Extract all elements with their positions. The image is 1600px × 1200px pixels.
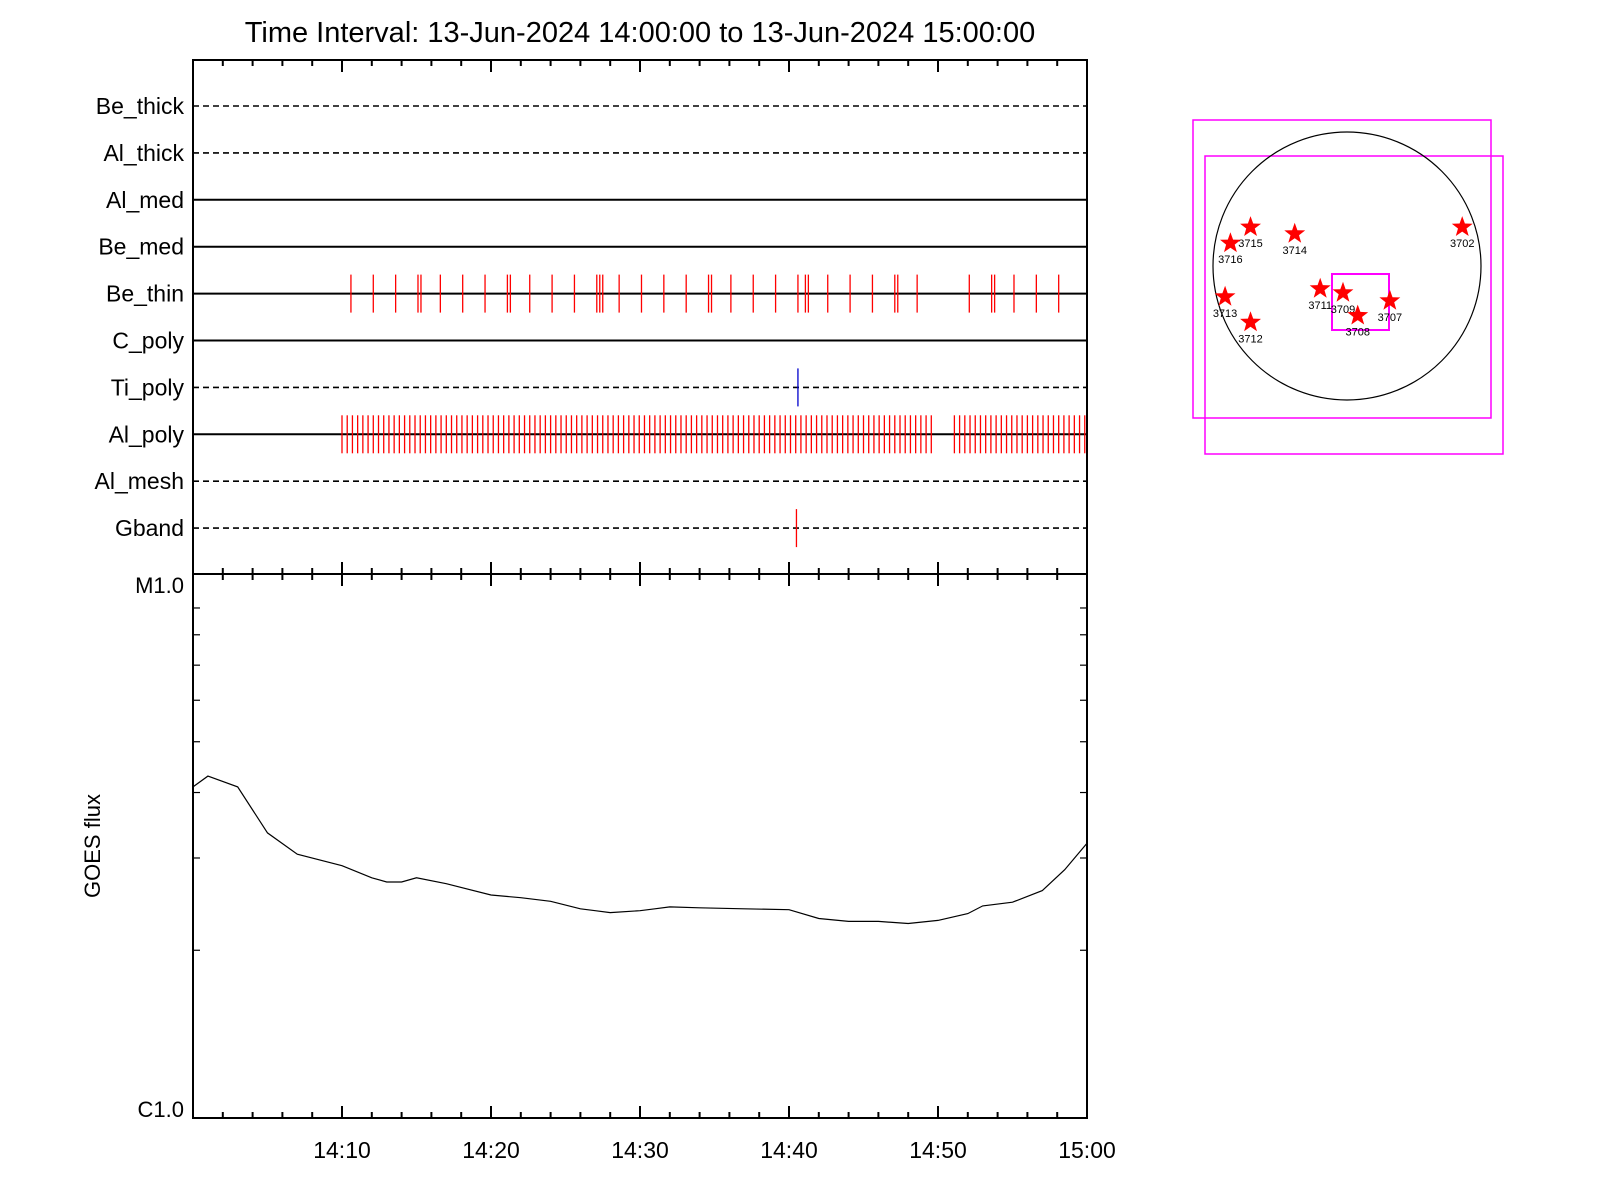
- region-label: 3708: [1345, 327, 1369, 339]
- region-label: 3707: [1378, 312, 1402, 324]
- star-marker: [1220, 232, 1241, 253]
- active-region-3715: 3715: [1238, 216, 1263, 250]
- active-region-3708: 3708: [1345, 304, 1370, 339]
- x-tick-labels: 14:10 14:20 14:30 14:40 14:50 15:00: [313, 1137, 1116, 1163]
- active-region-3707: 3707: [1378, 289, 1402, 324]
- channel-label: Ti_poly: [111, 374, 185, 400]
- channel-be-thin: Be_thin: [106, 274, 1087, 313]
- y-tick-top: M1.0: [135, 573, 184, 598]
- goes-ticks: [192, 574, 1088, 1118]
- channel-al-med: Al_med: [106, 187, 1087, 213]
- star-marker: [1240, 311, 1261, 332]
- x-tick-label: 15:00: [1058, 1137, 1116, 1163]
- raster-channels: Be_thick Al_thick Al_med Be_med Be_thin C_pol…: [95, 93, 1087, 548]
- raster-ticks: [192, 60, 1088, 574]
- star-marker: [1214, 285, 1236, 306]
- star-marker: [1379, 289, 1401, 310]
- star-marker: [1309, 277, 1331, 298]
- star-marker: [1332, 281, 1354, 302]
- region-label: 3712: [1238, 333, 1262, 345]
- goes-flux-panel: M1.0 C1.0 GOES flux 14:10 14:20 14:30 14:40…: [80, 573, 1116, 1163]
- region-label: 3715: [1238, 238, 1262, 250]
- active-region-3709: 3709: [1331, 281, 1355, 316]
- chart-title: Time Interval: 13-Jun-2024 14:00:00 to 1…: [245, 17, 1036, 49]
- fov-box-offset: [1204, 155, 1504, 455]
- channel-label: Al_poly: [109, 421, 185, 447]
- channel-al-poly: Al_poly: [109, 415, 1087, 454]
- channel-label: Gband: [115, 515, 184, 541]
- star-marker: [1284, 222, 1306, 243]
- channel-label: Al_mesh: [95, 468, 184, 494]
- star-marker: [1240, 216, 1261, 236]
- channel-gband: Gband: [115, 509, 1087, 548]
- channel-be-thick: Be_thick: [96, 93, 1087, 119]
- channel-label: C_poly: [112, 328, 184, 354]
- channel-ti-poly: Ti_poly: [111, 368, 1087, 407]
- channel-label: Be_med: [98, 234, 184, 260]
- star-marker: [1451, 216, 1473, 236]
- channel-al-thick: Al_thick: [103, 140, 1087, 166]
- active-region-3702: 3702: [1450, 216, 1474, 250]
- active-region-3714: 3714: [1282, 222, 1307, 257]
- event-raster-panel: Be_thick Al_thick Al_med Be_med Be_thin C_pol…: [95, 59, 1088, 575]
- solar-disk: [1212, 131, 1482, 401]
- x-tick-label: 14:10: [313, 1137, 371, 1163]
- y-axis-label: GOES flux: [80, 794, 105, 898]
- region-label: 3711: [1308, 300, 1332, 312]
- active-region-3712: 3712: [1238, 311, 1263, 345]
- goes-flux-line: [192, 775, 1088, 925]
- x-tick-label: 14:40: [760, 1137, 818, 1163]
- region-label: 3716: [1218, 254, 1242, 266]
- x-tick-label: 14:20: [462, 1137, 520, 1163]
- x-tick-label: 14:30: [611, 1137, 669, 1163]
- channel-be-med: Be_med: [98, 234, 1087, 260]
- region-label: 3702: [1450, 238, 1474, 250]
- active-region-3716: 3716: [1218, 232, 1243, 266]
- raster-frame: [192, 59, 1088, 575]
- fov-box-outer: [1192, 119, 1492, 419]
- y-tick-bottom: C1.0: [138, 1097, 184, 1122]
- channel-label: Be_thick: [96, 93, 185, 119]
- channel-al-mesh: Al_mesh: [95, 468, 1087, 494]
- active-region-3711: 3711: [1308, 277, 1332, 312]
- channel-label: Al_med: [106, 187, 184, 213]
- goes-frame: [192, 573, 1088, 1119]
- region-label: 3714: [1282, 245, 1306, 257]
- region-label: 3713: [1213, 308, 1237, 320]
- x-tick-label: 14:50: [909, 1137, 967, 1163]
- channel-label: Be_thin: [106, 281, 184, 307]
- star-marker: [1347, 304, 1369, 325]
- channel-label: Al_thick: [103, 140, 184, 166]
- active-region-3713: 3713: [1213, 285, 1237, 320]
- channel-c-poly: C_poly: [112, 328, 1087, 354]
